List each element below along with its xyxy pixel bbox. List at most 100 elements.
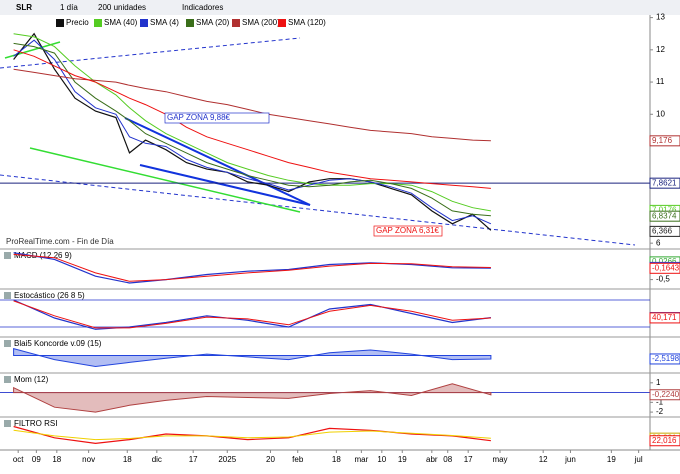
panel-icon (4, 420, 11, 427)
price-marker (649, 435, 680, 447)
price-marker-label: 22,016 (652, 436, 677, 445)
price-marker (649, 225, 680, 237)
x-tick-label: abr (426, 455, 438, 464)
period[interactable]: 1 día (60, 3, 78, 12)
area (13, 383, 492, 413)
annotation: GAP ZONA 9,88€ (167, 113, 231, 122)
price-marker-label: 6,8374 (652, 211, 677, 220)
x-tick-label: 19 (398, 455, 407, 464)
x-tick-label: 12 (539, 455, 548, 464)
panel-title: FILTRO RSI (14, 419, 57, 428)
line (13, 39, 492, 225)
price-marker (649, 135, 680, 147)
y-tick-label: 10 (656, 109, 665, 118)
y-tick-label: -0,5 (656, 275, 670, 284)
y-tick-label: 12 (656, 45, 665, 54)
panel-icon (4, 376, 11, 383)
x-tick-label: feb (292, 455, 304, 464)
price-marker (649, 389, 680, 401)
x-tick-label: 18 (52, 455, 61, 464)
legend-label: SMA (20) (196, 18, 230, 27)
price-marker-label: 6,366 (652, 226, 673, 235)
y-tick-label: 1 (656, 378, 661, 387)
x-tick-label: 18 (123, 455, 132, 464)
legend-label: Precio (66, 18, 89, 27)
x-tick-label: oct (13, 455, 24, 464)
x-tick-label: nov (82, 455, 95, 464)
x-tick-label: 08 (443, 455, 452, 464)
price-marker (649, 262, 680, 274)
panel-title: Mom (12) (14, 375, 49, 384)
line (13, 299, 491, 330)
y-tick-label: -2 (656, 407, 664, 416)
x-tick-label: 20 (266, 455, 275, 464)
x-tick-label: dic (152, 455, 162, 464)
price-marker (649, 353, 680, 365)
x-tick-label: jul (634, 455, 643, 464)
panel-icon (4, 252, 11, 259)
price-marker-label: -0,2240 (652, 390, 680, 399)
line (13, 300, 491, 329)
price-marker-label: 0,0266 (652, 257, 677, 266)
panel-title: MACD (12 26 9) (14, 251, 72, 260)
legend-label: SMA (4) (150, 18, 179, 27)
y-tick-label: 6 (656, 238, 661, 247)
price-marker (649, 210, 680, 222)
indicators[interactable]: Indicadores (182, 3, 223, 12)
price-marker-label: 7,0176 (652, 205, 677, 214)
x-tick-label: 17 (464, 455, 473, 464)
line (13, 253, 491, 282)
trend-line (29, 147, 301, 213)
y-tick-label: 11 (656, 77, 665, 86)
line (13, 429, 491, 441)
x-tick-label: jun (564, 455, 576, 464)
x-tick-label: 2025 (218, 455, 236, 464)
legend-swatch (140, 19, 148, 27)
annotation: ProRealTime.com - Fin de Día (6, 237, 114, 246)
annotation-box (373, 225, 443, 237)
annotation-box (164, 112, 270, 124)
x-tick-label: 19 (607, 455, 616, 464)
line (13, 32, 492, 231)
y-tick-label: -1 (656, 397, 664, 406)
legend-label: SMA (120) (288, 18, 326, 27)
trend-line (139, 164, 311, 206)
x-tick-label: 18 (332, 455, 341, 464)
panel-icon (4, 340, 11, 347)
panel-title: Blai5 Koncorde v.09 (15) (14, 339, 102, 348)
price-marker-label: 9,176 (652, 136, 673, 145)
line (13, 252, 491, 284)
panel-title: Estocástico (26 8 5) (14, 291, 85, 300)
legend-swatch (278, 19, 286, 27)
legend-swatch (232, 19, 240, 27)
panel-icon (4, 292, 11, 299)
x-tick-label: 10 (377, 455, 386, 464)
price-marker-label: 40,171 (652, 313, 677, 322)
legend-swatch (94, 19, 102, 27)
trend-line (0, 37, 301, 69)
price-marker-label: 7,8621 (652, 178, 677, 187)
x-tick-label: 17 (189, 455, 198, 464)
legend-swatch (186, 19, 194, 27)
trend-line (0, 174, 636, 246)
price-marker (649, 177, 680, 189)
price-marker-label: -2,5198 (652, 354, 680, 363)
legend-label: SMA (40) (104, 18, 138, 27)
line (13, 42, 491, 217)
units[interactable]: 200 unidades (98, 3, 146, 12)
legend-swatch (56, 19, 64, 27)
legend-label: SMA (200) (242, 18, 280, 27)
trend-line (124, 117, 311, 206)
line (13, 68, 491, 142)
line (13, 425, 491, 445)
price-marker (649, 312, 680, 324)
x-tick-label: 09 (32, 455, 41, 464)
area (13, 347, 492, 368)
symbol[interactable]: SLR (16, 3, 32, 12)
toolbar (0, 0, 680, 15)
x-tick-label: mar (354, 455, 368, 464)
annotation: GAP ZONA 6,31€ (376, 226, 440, 235)
